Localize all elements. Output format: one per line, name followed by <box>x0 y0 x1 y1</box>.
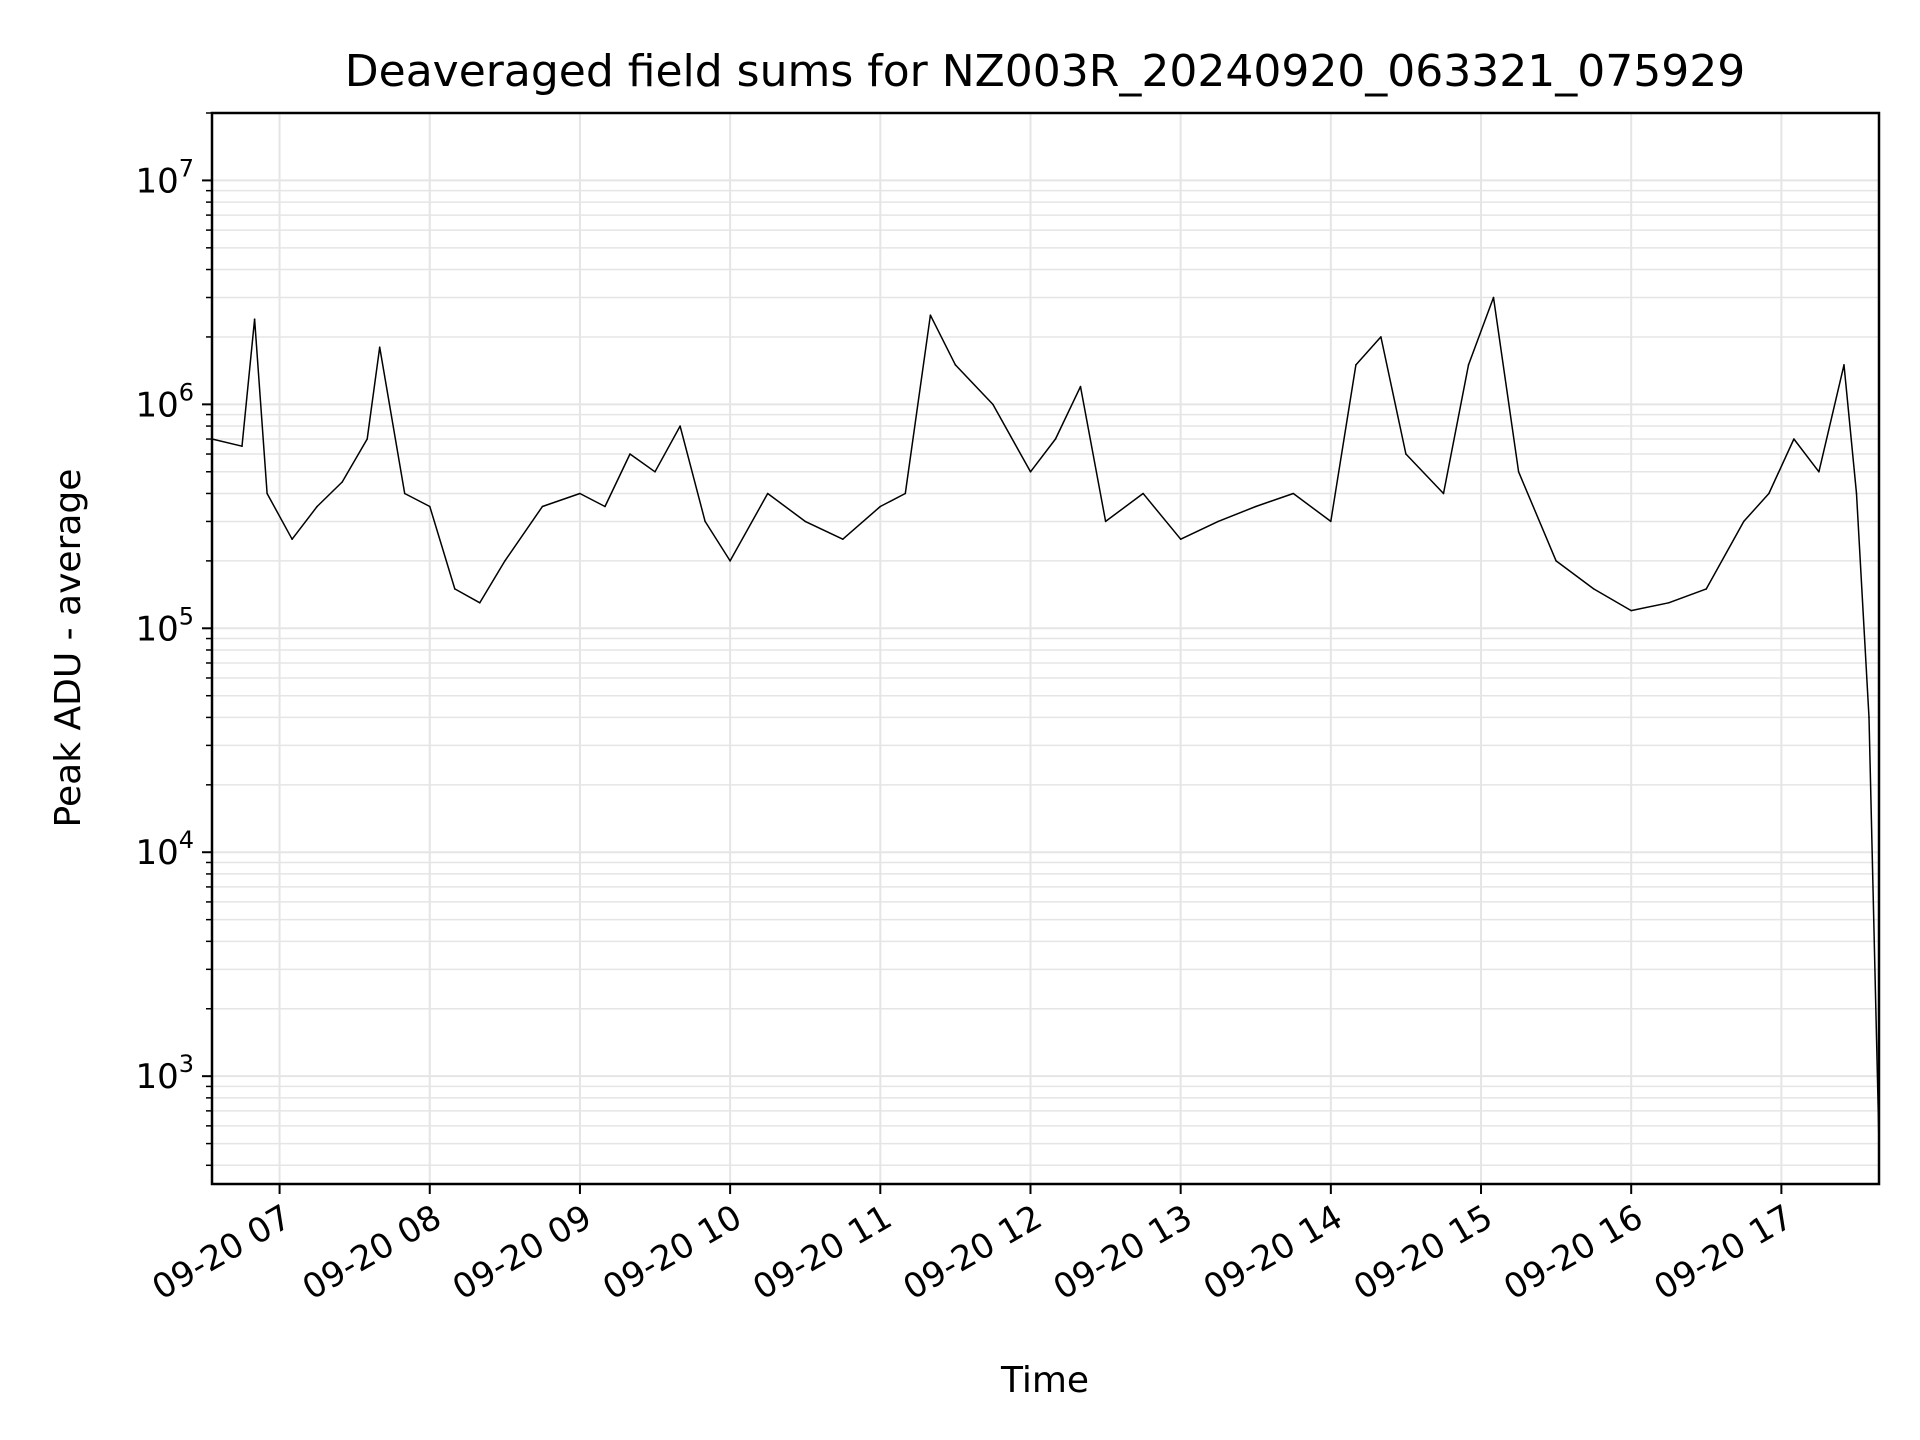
data-point <box>454 588 456 590</box>
data-point <box>1179 538 1182 540</box>
data-point <box>1217 520 1219 523</box>
data-point <box>1768 492 1770 495</box>
grid-minor <box>212 112 1879 1167</box>
series-line <box>211 296 1880 1144</box>
data-point <box>1405 453 1407 455</box>
y-axis-label: Peak ADU - average <box>48 469 89 828</box>
data-point <box>1255 505 1257 508</box>
chart-title: Deaveraged field sums for NZ003R_2024092… <box>345 46 1745 97</box>
data-point <box>992 403 994 406</box>
x-axis-label: Time <box>1000 1360 1089 1401</box>
data-point <box>579 492 581 495</box>
data-point <box>1855 492 1858 495</box>
data-point <box>929 314 932 317</box>
data-point <box>341 481 344 483</box>
data-point <box>1054 438 1057 440</box>
data-point <box>316 505 318 508</box>
data-point <box>1630 609 1632 612</box>
data-point <box>1467 364 1470 366</box>
data-point <box>378 346 381 349</box>
y-tick-label: 103 <box>135 1050 194 1097</box>
data-point <box>1667 602 1670 604</box>
data-point <box>479 602 481 604</box>
data-point <box>1793 438 1795 440</box>
data-point <box>504 560 506 562</box>
data-point <box>804 520 806 523</box>
data-point <box>1142 492 1144 495</box>
grid-major <box>212 113 1879 1184</box>
data-point <box>1705 588 1708 590</box>
data-point <box>629 453 631 455</box>
data-point <box>842 538 844 540</box>
data-point <box>1442 492 1445 495</box>
data-point <box>1380 336 1382 338</box>
data-point <box>729 560 731 562</box>
data-point <box>654 471 656 473</box>
data-point <box>1104 520 1107 523</box>
data-point <box>1330 520 1332 523</box>
data-point <box>241 445 243 448</box>
data-point <box>403 492 406 495</box>
data-point <box>766 492 769 495</box>
data-point <box>1079 385 1082 388</box>
data-point <box>1868 716 1870 719</box>
y-axis: 103 104 105 106 107 <box>135 112 212 1167</box>
data-point <box>954 364 957 366</box>
data-point <box>1555 560 1557 562</box>
data-point <box>904 492 907 495</box>
data-point <box>1592 588 1595 590</box>
data-point <box>429 505 431 508</box>
data-point <box>366 438 369 440</box>
data-point <box>1818 471 1820 473</box>
data-point <box>291 538 293 540</box>
data-point <box>1743 520 1745 523</box>
y-tick-label: 105 <box>135 602 194 649</box>
data-point <box>604 505 606 508</box>
data-point <box>266 492 268 495</box>
data-point <box>704 520 706 523</box>
data-point <box>1843 364 1845 366</box>
data-point <box>679 425 681 427</box>
y-tick-label: 104 <box>135 826 194 873</box>
data-point <box>1029 471 1032 473</box>
data-point <box>541 505 544 508</box>
series-group <box>211 296 1880 1145</box>
y-tick-label: 106 <box>135 378 194 425</box>
data-point <box>1355 364 1357 366</box>
data-point <box>1292 492 1295 495</box>
data-point <box>879 505 882 508</box>
data-point <box>1517 471 1520 473</box>
y-tick-label: 107 <box>135 154 194 201</box>
data-point <box>253 318 256 321</box>
data-point <box>1492 296 1495 299</box>
plot-frame <box>210 111 1881 1186</box>
